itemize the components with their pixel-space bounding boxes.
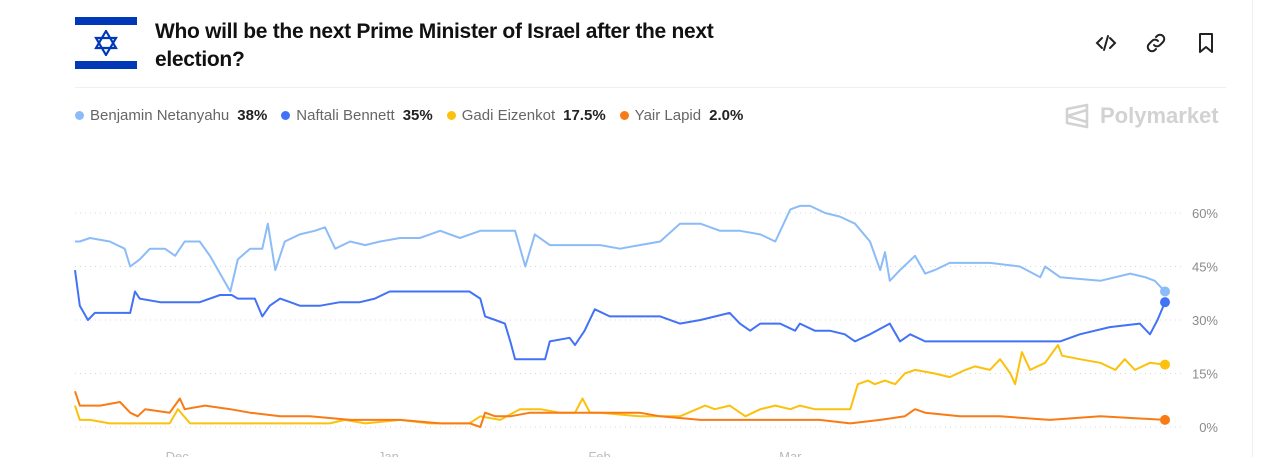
chart-legend: Benjamin Netanyahu 38% Naftali Bennett 35%…: [75, 107, 743, 124]
series-end-point: [1160, 286, 1170, 297]
legend-label: Gadi Eizenkot: [461, 107, 556, 124]
legend-label: Naftali Bennett: [296, 107, 395, 124]
israel-flag: [75, 17, 137, 69]
series-line-gadi-eizenkot: [74, 344, 1166, 425]
legend-label: Benjamin Netanyahu: [90, 107, 230, 124]
x-tick-label: Dec: [166, 449, 190, 457]
brand-name: Polymarket: [1100, 103, 1219, 128]
series-line-naftali-bennett: [74, 269, 1166, 361]
series-line-benjamin-netanyahu: [75, 204, 1166, 293]
legend-label: Yair Lapid: [634, 107, 702, 124]
x-tick-label: Feb: [588, 449, 610, 457]
x-tick-label: Jan: [378, 449, 399, 457]
legend-value: 38%: [237, 107, 268, 124]
legend-value: 17.5%: [563, 107, 606, 124]
legend-item-lapid[interactable]: Yair Lapid 2.0%: [619, 107, 744, 124]
series-end-point: [1160, 297, 1170, 308]
series-end-point: [1160, 414, 1170, 425]
page-title: Who will be the next Prime Minister of I…: [155, 20, 714, 71]
series-line-yair-lapid: [74, 390, 1166, 428]
legend-item-bennett[interactable]: Naftali Bennett 35%: [281, 107, 433, 124]
polymarket-logo-icon: [1065, 103, 1089, 129]
y-tick-label: 45%: [1192, 260, 1218, 275]
bookmark-icon[interactable]: [1194, 31, 1218, 55]
x-tick-label: Mar: [779, 449, 802, 457]
star-of-david-icon: [94, 30, 118, 56]
polymarket-logo: Polymarket: [1063, 102, 1219, 130]
scrollbar[interactable]: [1252, 0, 1266, 457]
y-tick-label: 0%: [1199, 420, 1218, 435]
link-icon[interactable]: [1144, 31, 1168, 55]
header-divider: [75, 87, 1226, 88]
y-tick-label: 60%: [1192, 206, 1218, 221]
series-end-point: [1160, 359, 1170, 370]
legend-value: 2.0%: [709, 107, 744, 124]
y-tick-label: 30%: [1192, 313, 1218, 328]
legend-dot: [619, 111, 629, 120]
legend-value: 35%: [402, 107, 433, 124]
y-tick-label: 15%: [1192, 367, 1218, 382]
legend-dot: [446, 111, 456, 120]
code-icon[interactable]: [1094, 31, 1118, 55]
legend-dot: [281, 111, 291, 120]
legend-dot: [75, 111, 84, 120]
legend-item-eizenkot[interactable]: Gadi Eizenkot 17.5%: [446, 107, 606, 124]
legend-item-netanyahu[interactable]: Benjamin Netanyahu 38%: [75, 107, 267, 124]
